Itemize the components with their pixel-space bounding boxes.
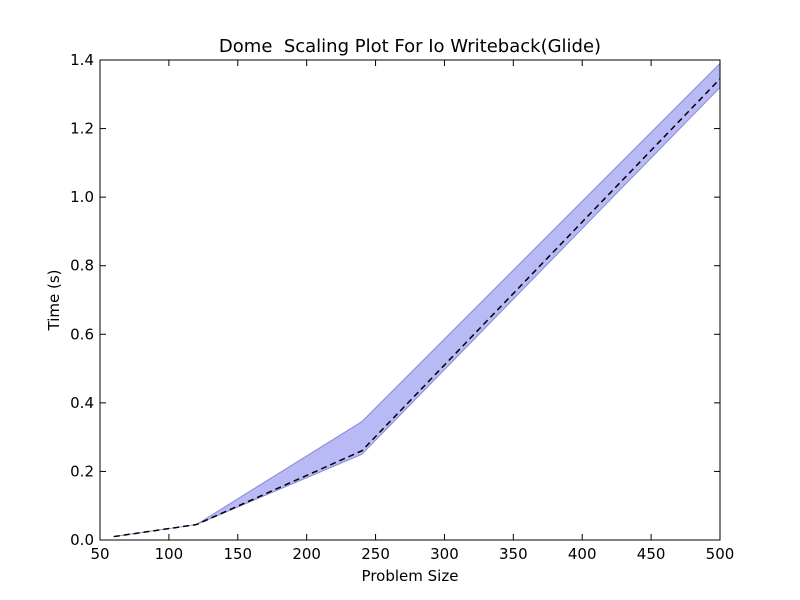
x-tick-label: 350: [499, 545, 528, 563]
x-tick-label: 200: [292, 545, 321, 563]
x-axis-label: Problem Size: [362, 567, 459, 585]
y-tick-label: 1.4: [70, 51, 94, 69]
y-tick-label: 0.4: [70, 394, 94, 412]
y-tick-label: 1.0: [70, 188, 94, 206]
y-tick-label: 0.2: [70, 462, 94, 480]
x-tick-label: 50: [90, 545, 109, 563]
series-line-0: [113, 78, 721, 538]
x-tick-label: 250: [361, 545, 390, 563]
x-tick-label: 500: [706, 545, 735, 563]
x-tick-label: 150: [223, 545, 252, 563]
y-axis-label: Time (s): [45, 270, 63, 332]
axis-ticks: 50 100 150 200 250 300 350 400 450 500 0.0 0.2 0.4 0.…: [70, 51, 734, 563]
chart-title: Dome Scaling Plot For Io Writeback(Glide…: [219, 36, 601, 57]
x-tick-label: 100: [155, 545, 184, 563]
x-tick-label: 400: [568, 545, 597, 563]
x-tick-label: 450: [637, 545, 666, 563]
x-tick-label: 300: [430, 545, 459, 563]
y-tick-label: 0.6: [70, 325, 94, 343]
axes-frame: [99, 59, 721, 541]
y-tick-label: 0.0: [70, 531, 94, 549]
y-tick-label: 1.2: [70, 120, 94, 138]
y-tick-label: 0.8: [70, 257, 94, 275]
